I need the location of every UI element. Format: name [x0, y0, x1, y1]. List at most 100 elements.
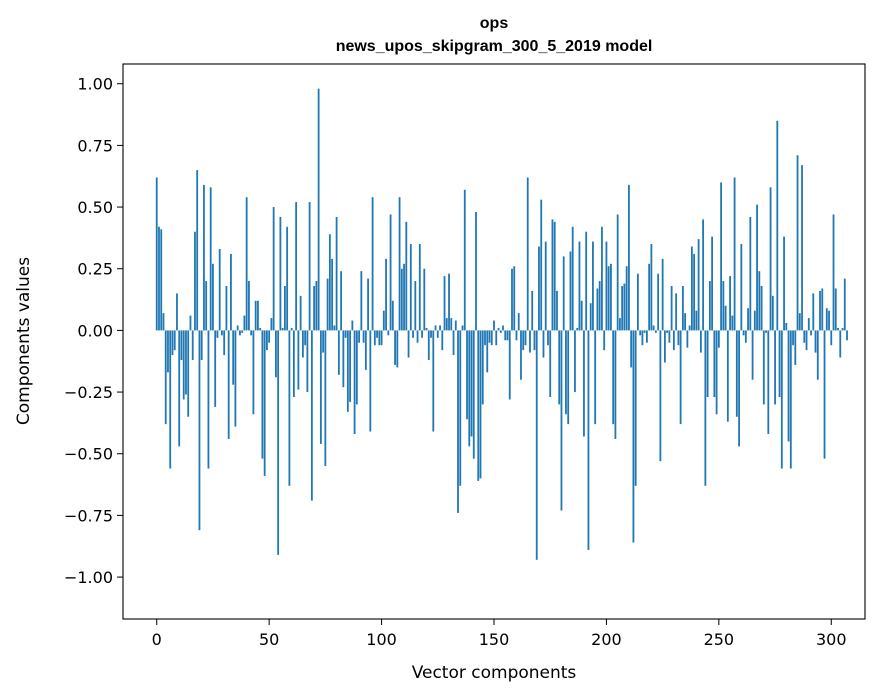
bar-106: [394, 330, 396, 365]
bar-16: [191, 330, 194, 360]
bar-11: [180, 330, 183, 360]
bar-7: [171, 330, 174, 356]
bar-31: [225, 286, 228, 331]
bar-50: [268, 330, 271, 343]
bar-74: [322, 330, 325, 353]
bar-233: [679, 330, 682, 425]
bar-58: [286, 226, 289, 331]
bar-105: [391, 300, 394, 331]
bar-163: [522, 330, 525, 351]
bar-177: [553, 221, 556, 331]
bar-281: [787, 330, 790, 442]
bar-137: [463, 189, 466, 331]
bar-5: [167, 330, 169, 373]
bar-78: [331, 258, 334, 331]
bar-220: [650, 244, 653, 331]
bar-107: [396, 330, 399, 368]
bar-227: [666, 330, 669, 333]
bar-61: [292, 330, 295, 397]
x-tick-label: 300: [816, 630, 847, 649]
bar-297: [823, 330, 826, 459]
bar-187: [576, 327, 579, 331]
bar-160: [515, 330, 518, 341]
bar-154: [502, 325, 504, 331]
bar-217: [643, 330, 646, 333]
bar-247: [711, 236, 713, 331]
bar-66: [304, 330, 307, 346]
bar-219: [648, 263, 651, 331]
bar-255: [729, 276, 731, 331]
bar-94: [367, 278, 369, 331]
bar-162: [520, 330, 522, 380]
bar-231: [675, 293, 678, 331]
bar-24: [209, 187, 212, 331]
bar-304: [839, 330, 842, 358]
bar-249: [715, 330, 718, 415]
bar-294: [816, 330, 819, 380]
bar-150: [493, 320, 495, 331]
bar-199: [603, 330, 606, 351]
y-tick-label: −1.00: [64, 568, 113, 587]
bar-19: [198, 330, 201, 531]
bar-225: [661, 258, 664, 331]
bar-83: [342, 330, 345, 388]
bar-271: [765, 330, 767, 333]
bar-67: [306, 330, 309, 393]
bar-299: [828, 310, 830, 331]
bar-109: [400, 268, 403, 331]
bar-44: [254, 300, 257, 331]
bar-278: [780, 330, 783, 469]
bar-38: [241, 330, 244, 333]
bars: [155, 88, 848, 560]
bar-1: [158, 226, 160, 331]
bar-305: [841, 327, 844, 331]
bar-232: [677, 330, 680, 346]
bar-251: [720, 182, 722, 331]
bar-120: [425, 327, 428, 331]
bar-17: [194, 231, 196, 331]
bar-97: [373, 330, 376, 346]
bar-289: [805, 330, 808, 351]
bar-172: [542, 330, 545, 358]
bar-47: [261, 330, 264, 459]
bar-22: [205, 281, 208, 331]
bar-169: [535, 330, 538, 560]
bar-264: [749, 216, 752, 331]
bar-180: [560, 330, 563, 511]
bar-140: [470, 330, 473, 437]
bar-175: [549, 330, 552, 397]
bar-181: [562, 256, 565, 331]
bar-239: [693, 253, 696, 331]
bar-90: [358, 330, 360, 343]
x-tick-label: 50: [259, 630, 279, 649]
bar-182: [565, 330, 567, 415]
bar-213: [634, 330, 637, 486]
bar-228: [668, 330, 671, 343]
bar-25: [212, 263, 214, 331]
bar-54: [277, 330, 280, 555]
bar-216: [641, 330, 644, 346]
y-tick-label: 0.25: [77, 260, 113, 279]
bar-123: [432, 330, 435, 432]
bar-248: [713, 330, 716, 397]
bar-292: [812, 293, 815, 331]
bar-196: [596, 288, 599, 331]
bar-27: [216, 330, 219, 338]
bar-211: [630, 330, 633, 368]
bar-80: [335, 216, 338, 331]
x-axis-ticks: 0 50 100 150 200 250 300: [152, 619, 847, 649]
bar-30: [223, 330, 226, 356]
bar-4: [164, 330, 167, 425]
bar-110: [403, 263, 405, 331]
bar-51: [270, 318, 273, 331]
bar-9: [176, 293, 178, 331]
bar-64: [299, 295, 302, 331]
bar-221: [652, 325, 655, 331]
bar-15: [189, 315, 192, 331]
bar-151: [495, 330, 498, 346]
bar-46: [259, 327, 262, 331]
x-tick-label: 150: [479, 630, 510, 649]
bar-197: [598, 281, 601, 331]
bar-141: [472, 330, 475, 459]
bar-57: [283, 286, 286, 331]
